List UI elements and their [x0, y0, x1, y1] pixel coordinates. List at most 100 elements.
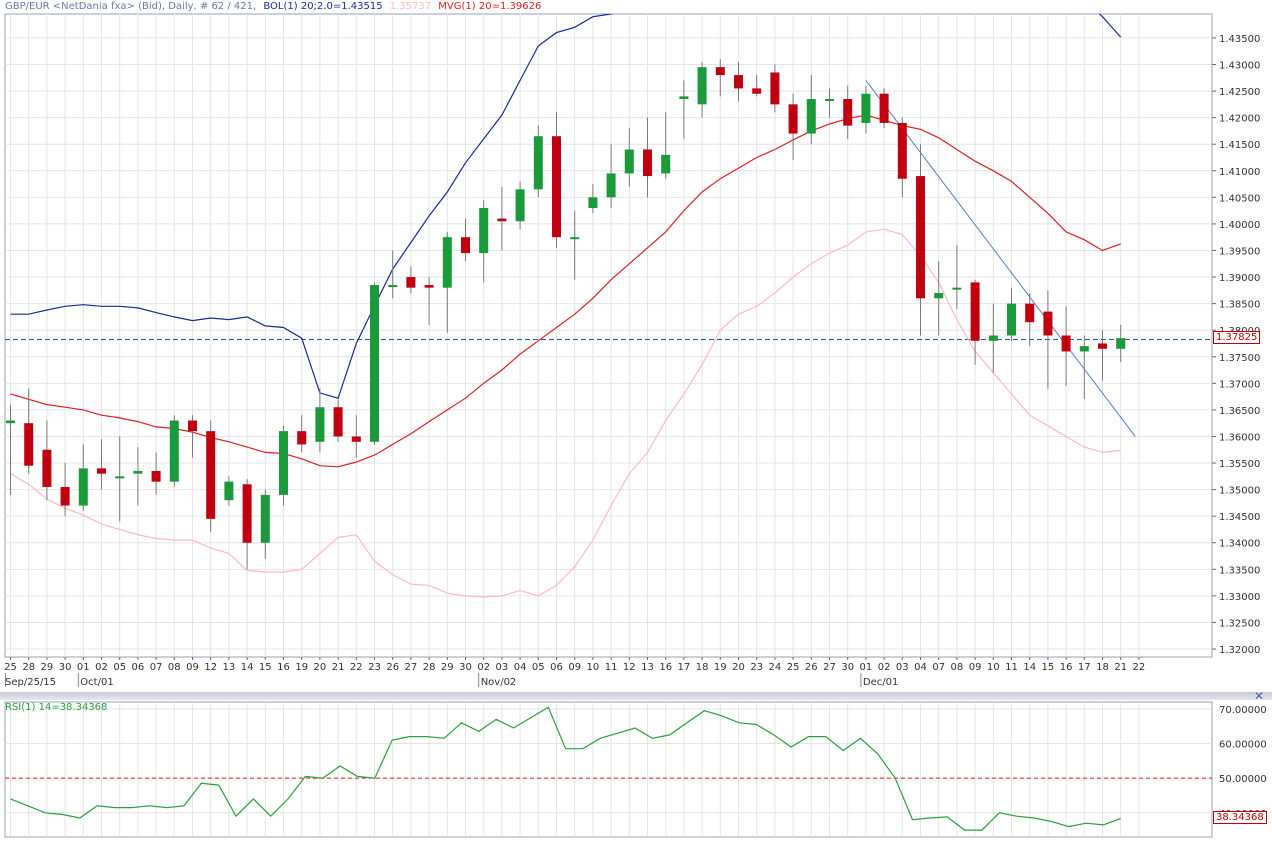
x-tick-label: 04 — [914, 662, 927, 673]
candle-down — [60, 486, 70, 506]
y-tick-label: 1.41000 — [1219, 167, 1260, 178]
x-tick-label: 01 — [860, 662, 873, 673]
x-tick-label: 13 — [641, 662, 654, 673]
candle-down — [497, 218, 507, 222]
candle-down — [242, 484, 252, 543]
candle-up — [515, 189, 525, 222]
candle-up — [533, 136, 543, 190]
x-tick-label: 04 — [514, 662, 527, 673]
x-tick-label: 28 — [423, 662, 436, 673]
close-icon[interactable]: ✕ — [1254, 689, 1265, 703]
candle-up — [825, 99, 834, 102]
candle-up — [260, 494, 270, 543]
x-tick-label: 30 — [841, 662, 854, 673]
candle-down — [42, 449, 52, 487]
rsi-y-tick-label: 70.00000 — [1219, 705, 1267, 716]
bollinger-upper-line — [10, 14, 1122, 399]
rsi-y-tick-label: 60.00000 — [1219, 740, 1267, 751]
x-tick-label: 22 — [350, 662, 363, 673]
x-tick-label: 02 — [878, 662, 891, 673]
x-tick-label: 30 — [459, 662, 472, 673]
x-tick-label: 17 — [678, 662, 691, 673]
y-tick-label: 1.32000 — [1219, 645, 1260, 656]
month-label: Dec/01 — [863, 677, 898, 688]
month-label: Sep/25/15 — [5, 677, 56, 688]
x-tick-label: 29 — [441, 662, 454, 673]
x-tick-label: 10 — [587, 662, 600, 673]
candle-up — [6, 420, 15, 424]
candle-down — [188, 420, 197, 432]
x-tick-label: 23 — [750, 662, 763, 673]
candle-up — [315, 407, 325, 442]
x-tick-label: 03 — [896, 662, 909, 673]
candle-down — [879, 93, 889, 123]
x-tick-label: 07 — [150, 662, 163, 673]
x-tick-label: 08 — [951, 662, 964, 673]
x-tick-label: 09 — [186, 662, 199, 673]
candle-down — [843, 99, 853, 126]
rsi-line — [10, 706, 1121, 831]
plot-area — [4, 13, 1213, 658]
x-tick-label: 12 — [204, 662, 217, 673]
candle-up — [624, 149, 634, 174]
y-tick-label: 1.43500 — [1219, 34, 1260, 45]
candle-up — [570, 237, 580, 240]
x-tick-label: 02 — [477, 662, 490, 673]
candle-down — [752, 88, 762, 94]
candle-down — [1043, 311, 1053, 336]
x-tick-label: 09 — [969, 662, 982, 673]
candle-down — [424, 285, 434, 288]
y-tick-label: 1.34500 — [1219, 512, 1260, 523]
x-tick-label: 22 — [1133, 662, 1146, 673]
candle-up — [679, 96, 689, 100]
x-tick-label: 13 — [223, 662, 236, 673]
x-tick-label: 14 — [1023, 662, 1036, 673]
candle-down — [1098, 343, 1107, 349]
candle-down — [715, 67, 725, 76]
candle-up — [588, 197, 598, 208]
rsi-plot-area — [4, 701, 1213, 838]
panel-separator[interactable] — [0, 692, 1272, 700]
bollinger-lower-line — [10, 228, 1121, 598]
x-tick-label: 12 — [623, 662, 636, 673]
trendline — [865, 80, 1136, 437]
candle-up — [133, 471, 143, 474]
rsi-header: RSI(1) 14=38.34368 — [5, 702, 108, 713]
x-tick-label: 08 — [168, 662, 181, 673]
last-price-tag: 1.37825 — [1213, 331, 1261, 344]
chart-header: GBP/EUR <NetDania fxa> (Bid), Daily, # 6… — [5, 1, 545, 12]
candle-up — [279, 431, 288, 495]
candle-up — [169, 420, 179, 482]
candle-down — [406, 277, 416, 288]
x-tick-label: 14 — [241, 662, 254, 673]
y-tick-label: 1.37000 — [1219, 379, 1260, 390]
x-tick-label: 28 — [22, 662, 35, 673]
moving-average-label: MVG(1) 20=1.39626 — [438, 1, 542, 12]
y-tick-label: 1.43000 — [1219, 60, 1260, 71]
candle-up — [952, 287, 962, 290]
candle-up — [697, 67, 707, 105]
x-tick-label: 06 — [550, 662, 563, 673]
y-tick-label: 1.39000 — [1219, 273, 1260, 284]
x-tick-label: 20 — [314, 662, 327, 673]
candle-up — [224, 481, 234, 501]
x-tick-label: 17 — [1078, 662, 1091, 673]
price-chart[interactable]: 1.43500 1.43000 1.42500 1.42000 1.41500 1.410… — [0, 0, 1272, 692]
month-label: Oct/01 — [80, 677, 113, 688]
candle-up — [1116, 338, 1126, 349]
x-tick-label: 10 — [987, 662, 1000, 673]
x-tick-label: 27 — [823, 662, 836, 673]
candle-down — [897, 122, 907, 179]
y-tick-label: 1.37500 — [1219, 353, 1260, 364]
candle-up — [606, 173, 616, 198]
y-tick-label: 1.40000 — [1219, 220, 1260, 231]
x-tick-label: 26 — [805, 662, 818, 673]
x-tick-label: 11 — [605, 662, 618, 673]
candle-down — [552, 136, 561, 238]
y-tick-label: 1.33000 — [1219, 592, 1260, 603]
candle-up — [370, 285, 379, 442]
candle-up — [934, 292, 944, 299]
candle-down — [1061, 335, 1071, 352]
bollinger-label: BOL(1) 20;2.0=1.43515 — [263, 1, 383, 12]
